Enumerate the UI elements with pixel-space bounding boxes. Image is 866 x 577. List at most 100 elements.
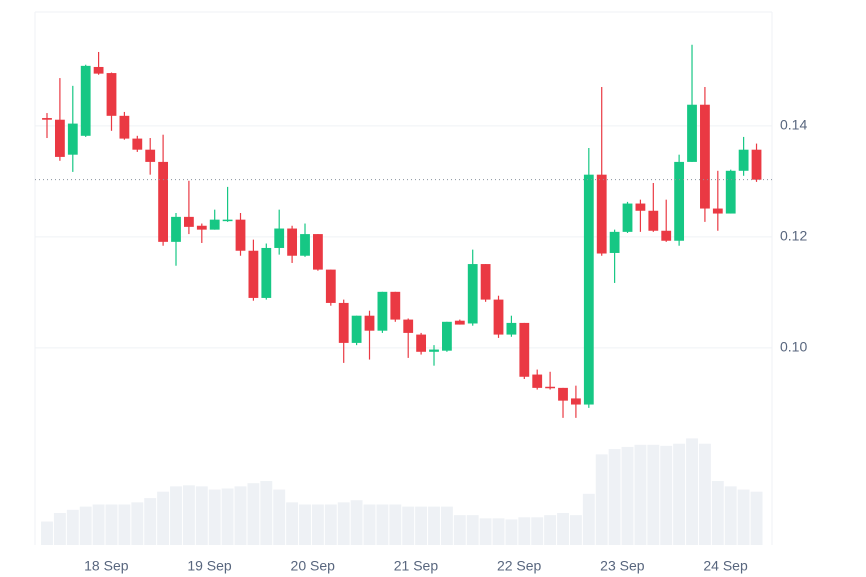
- volume-bar: [428, 506, 440, 545]
- candle-body: [132, 138, 143, 150]
- candle-body: [442, 321, 452, 351]
- candle-body: [532, 374, 543, 388]
- volume-bar: [157, 491, 170, 545]
- candle-body: [93, 66, 104, 74]
- volume-bar: [66, 509, 79, 545]
- volume-bar: [92, 504, 105, 545]
- candle-body: [751, 149, 762, 180]
- volume-bar: [221, 488, 234, 545]
- candle-body: [635, 203, 646, 211]
- volume-bar: [402, 506, 415, 545]
- candle-body: [429, 349, 439, 352]
- candle-body: [648, 210, 659, 231]
- volume-bar: [518, 517, 531, 545]
- volume-bar: [208, 489, 221, 545]
- candle-body: [261, 247, 272, 298]
- candle-body: [196, 225, 207, 230]
- volume-bar: [234, 486, 247, 545]
- x-tick-label: 22 Sep: [497, 558, 542, 574]
- candle-body: [390, 291, 401, 320]
- x-tick-label: 20 Sep: [291, 558, 336, 574]
- volume-bar: [41, 521, 53, 545]
- volume-bar: [466, 515, 479, 545]
- candle-body: [596, 174, 607, 254]
- volume-bar: [660, 445, 673, 545]
- volume-bar: [492, 518, 505, 545]
- candle-body: [403, 319, 414, 333]
- volume-bar: [170, 486, 182, 545]
- volume-bar: [608, 449, 621, 545]
- candle-body: [209, 219, 220, 230]
- candle-body: [248, 250, 259, 298]
- candle-body: [725, 170, 736, 214]
- volume-bar: [247, 483, 260, 545]
- candle-body: [183, 216, 194, 227]
- candle-body: [558, 387, 568, 401]
- candle-body: [661, 230, 672, 241]
- volume-bar: [557, 513, 569, 545]
- candle-body: [106, 73, 117, 116]
- candle-body: [622, 203, 633, 232]
- candle-body: [738, 149, 749, 171]
- candle-body: [300, 234, 310, 256]
- volume-bar: [195, 486, 208, 545]
- volume-bar: [647, 444, 660, 545]
- volume-bar: [582, 493, 595, 545]
- volume-bar: [311, 504, 324, 545]
- y-tick-label: 0.12: [780, 228, 807, 244]
- x-tick-label: 23 Sep: [600, 558, 645, 574]
- candle-body: [351, 315, 362, 343]
- x-tick-label: 19 Sep: [187, 558, 232, 574]
- volume-bar: [634, 444, 647, 545]
- volume-bar: [453, 515, 466, 545]
- volume-bar: [324, 504, 337, 545]
- candle-body: [480, 264, 491, 300]
- volume-bar: [440, 506, 453, 545]
- volume-bar: [686, 438, 698, 545]
- candle-body: [67, 123, 78, 155]
- volume-bar: [144, 498, 157, 545]
- candle-body: [545, 386, 556, 389]
- candle-body: [54, 119, 65, 157]
- candle-body: [80, 65, 91, 136]
- volume-bar: [118, 504, 131, 545]
- volume-bar: [182, 485, 195, 545]
- candle-body: [416, 334, 427, 352]
- volume-bar: [595, 454, 608, 545]
- volume-bar: [698, 443, 711, 545]
- volume-bar: [673, 443, 686, 545]
- volume-bar: [376, 504, 389, 545]
- x-tick-label: 24 Sep: [703, 558, 748, 574]
- y-tick-label: 0.10: [780, 339, 807, 355]
- candle-body: [687, 104, 697, 162]
- volume-bar: [724, 486, 737, 545]
- volume-bar: [479, 518, 492, 545]
- candle-body: [325, 269, 336, 303]
- volume-bar: [105, 504, 118, 545]
- candle-body: [235, 219, 246, 251]
- volume-bar: [299, 504, 311, 545]
- volume-bar: [505, 519, 518, 545]
- x-tick-label: 18 Sep: [84, 558, 129, 574]
- candle-body: [467, 264, 478, 324]
- candle-body: [712, 208, 723, 214]
- volume-bar: [363, 504, 376, 545]
- volume-bar: [79, 506, 92, 545]
- volume-bar: [544, 515, 557, 545]
- candle-body: [583, 174, 594, 405]
- candle-body: [119, 115, 130, 139]
- candle-body: [222, 219, 233, 222]
- volume-bar: [53, 513, 66, 545]
- volume-bar: [711, 481, 724, 545]
- candle-body: [571, 398, 581, 405]
- candle-body: [700, 104, 710, 209]
- volume-bar: [531, 517, 544, 545]
- volume-bar: [389, 504, 402, 545]
- volume-bar: [750, 491, 763, 545]
- volume-bar: [131, 502, 144, 545]
- volume-bar: [337, 502, 350, 545]
- candle-body: [377, 291, 388, 331]
- volume-bar: [350, 500, 363, 545]
- candle-body: [313, 234, 323, 270]
